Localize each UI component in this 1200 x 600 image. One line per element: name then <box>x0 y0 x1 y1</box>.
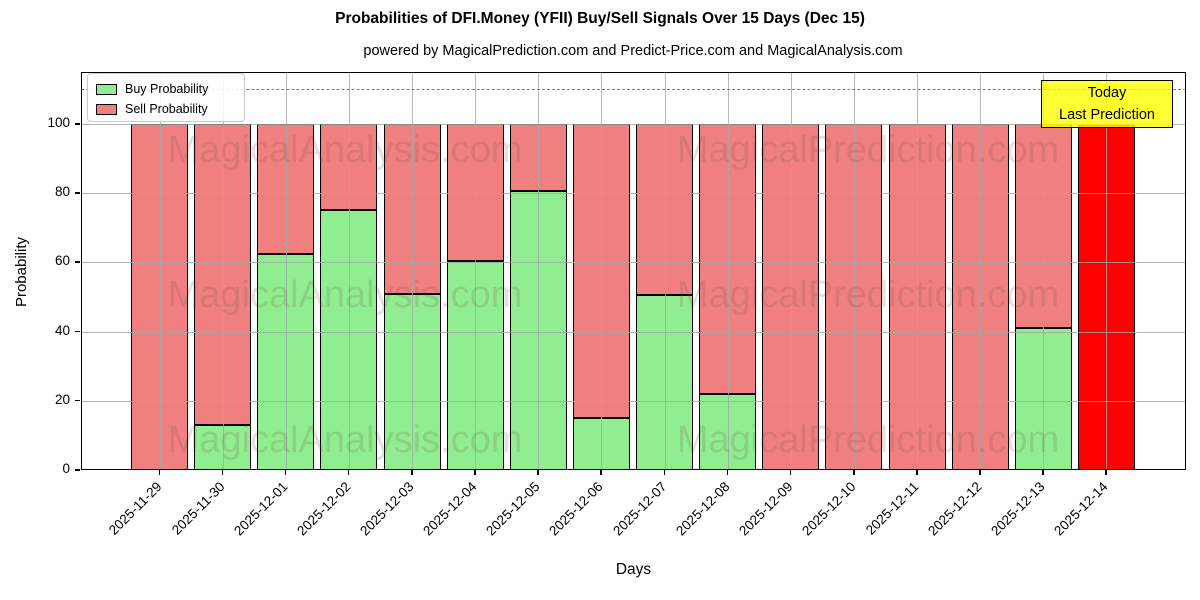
y-tick-mark <box>75 192 80 194</box>
x-tick-mark <box>1105 470 1108 475</box>
dashed-threshold-line <box>81 89 1186 91</box>
x-tick-mark <box>979 470 981 475</box>
x-tick-mark <box>221 470 224 475</box>
gridline-v <box>853 72 855 470</box>
x-tick-mark <box>726 470 729 475</box>
gridline-v <box>348 72 350 470</box>
x-tick-mark <box>663 470 666 475</box>
x-tick-mark <box>411 470 413 475</box>
x-tick-mark <box>158 470 161 475</box>
x-axis-label: Days <box>615 561 652 578</box>
y-tick-label: 20 <box>54 391 70 407</box>
legend: Buy Probability Sell Probability <box>87 73 245 122</box>
gridline-h <box>81 400 1186 402</box>
x-tick-mark <box>284 470 287 475</box>
y-tick-label: 100 <box>47 115 70 130</box>
legend-label-sell: Sell Probability <box>125 102 208 116</box>
gridline-v <box>917 72 919 470</box>
gridline-v <box>727 72 729 470</box>
today-annotation-box: Today Last Prediction <box>1041 80 1173 128</box>
chart-subtitle: powered by MagicalPrediction.com and Pre… <box>363 43 903 59</box>
y-tick-label: 0 <box>62 461 70 476</box>
y-tick-label: 40 <box>54 322 70 338</box>
gridline-h <box>81 262 1186 264</box>
x-tick-mark <box>347 470 350 475</box>
y-tick-mark <box>75 330 80 333</box>
y-tick-label: 80 <box>54 184 70 200</box>
gridline-v <box>980 72 982 470</box>
gridline-h <box>81 331 1186 333</box>
legend-item-sell: Sell Probability <box>96 99 236 119</box>
gridline-v <box>601 72 603 470</box>
x-tick-mark <box>537 470 539 475</box>
gridline-v <box>475 72 477 470</box>
x-tick-mark <box>789 470 792 475</box>
y-tick-mark <box>75 123 80 125</box>
y-tick-mark <box>75 469 80 471</box>
x-tick-mark <box>600 470 602 475</box>
legend-label-buy: Buy Probability <box>125 82 209 96</box>
gridline-v <box>159 72 161 470</box>
gridline-h <box>81 193 1186 195</box>
x-tick-mark <box>1042 470 1044 475</box>
gridline-v <box>412 72 414 470</box>
x-tick-mark <box>852 470 855 475</box>
y-tick-mark <box>75 261 80 263</box>
today-annotation-line1: Today <box>1087 85 1127 101</box>
gridline-v <box>285 72 287 470</box>
gridline-v <box>790 72 792 470</box>
gridline-h <box>81 124 1186 125</box>
buy-swatch-icon <box>96 83 117 95</box>
y-axis-label: Probability <box>13 236 30 308</box>
today-annotation-line2: Last Prediction <box>1059 107 1155 123</box>
x-tick-mark <box>916 470 918 475</box>
sell-swatch-icon <box>96 103 117 115</box>
y-tick-mark <box>75 399 80 402</box>
gridline-v <box>222 72 224 470</box>
gridline-v <box>1106 72 1108 470</box>
gridline-v <box>538 72 540 470</box>
x-tick-mark <box>474 470 476 475</box>
gridline-v <box>1043 72 1045 470</box>
y-tick-label: 60 <box>54 253 70 269</box>
gridline-v <box>664 72 666 470</box>
chart-title: Probabilities of DFI.Money (YFII) Buy/Se… <box>335 10 865 27</box>
legend-item-buy: Buy Probability <box>96 79 236 99</box>
